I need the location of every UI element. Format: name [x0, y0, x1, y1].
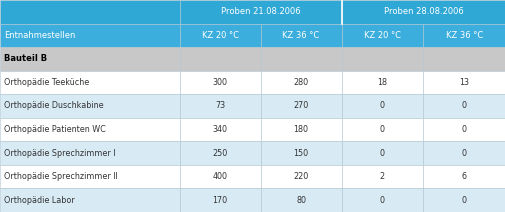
- Bar: [341, 165, 422, 188]
- Bar: [341, 188, 422, 212]
- Bar: [422, 24, 505, 47]
- Bar: [341, 71, 422, 94]
- Text: Orthopädie Patienten WC: Orthopädie Patienten WC: [4, 125, 106, 134]
- Text: Orthopädie Sprechzimmer I: Orthopädie Sprechzimmer I: [4, 149, 115, 158]
- Bar: [0, 118, 179, 141]
- Text: 0: 0: [379, 196, 384, 205]
- Bar: [260, 47, 341, 71]
- Text: 300: 300: [212, 78, 227, 87]
- Bar: [422, 188, 505, 212]
- Text: 170: 170: [212, 196, 227, 205]
- Text: Proben 28.08.2006: Proben 28.08.2006: [383, 7, 463, 16]
- Bar: [422, 118, 505, 141]
- Bar: [179, 118, 260, 141]
- Text: Entnahmestellen: Entnahmestellen: [4, 31, 75, 40]
- Bar: [422, 71, 505, 94]
- Bar: [260, 165, 341, 188]
- Bar: [341, 47, 422, 71]
- Bar: [341, 24, 422, 47]
- Bar: [179, 188, 260, 212]
- Text: 0: 0: [461, 102, 466, 110]
- Bar: [179, 71, 260, 94]
- Text: 340: 340: [212, 125, 227, 134]
- Text: 0: 0: [461, 125, 466, 134]
- Text: 80: 80: [295, 196, 306, 205]
- Bar: [0, 141, 179, 165]
- Bar: [0, 24, 179, 47]
- Text: Orthopädie Sprechzimmer II: Orthopädie Sprechzimmer II: [4, 172, 118, 181]
- Text: Bauteil B: Bauteil B: [4, 54, 47, 63]
- Bar: [179, 24, 260, 47]
- Bar: [422, 165, 505, 188]
- Text: KZ 36 °C: KZ 36 °C: [445, 31, 482, 40]
- Text: 220: 220: [293, 172, 308, 181]
- Text: 0: 0: [461, 196, 466, 205]
- Text: Orthopädie Labor: Orthopädie Labor: [4, 196, 75, 205]
- Bar: [0, 47, 179, 71]
- Bar: [260, 94, 341, 118]
- Bar: [260, 118, 341, 141]
- Bar: [0, 94, 179, 118]
- Text: Orthopädie Duschkabine: Orthopädie Duschkabine: [4, 102, 104, 110]
- Text: 0: 0: [461, 149, 466, 158]
- Bar: [0, 71, 179, 94]
- Text: 0: 0: [379, 149, 384, 158]
- Bar: [179, 94, 260, 118]
- Text: KZ 20 °C: KZ 20 °C: [201, 31, 238, 40]
- Text: 150: 150: [293, 149, 308, 158]
- Bar: [0, 188, 179, 212]
- Bar: [260, 141, 341, 165]
- Text: 250: 250: [212, 149, 227, 158]
- Text: 180: 180: [293, 125, 308, 134]
- Bar: [260, 188, 341, 212]
- Text: 400: 400: [212, 172, 227, 181]
- Bar: [341, 118, 422, 141]
- Text: Orthopädie Teeküche: Orthopädie Teeküche: [4, 78, 89, 87]
- Bar: [0, 0, 179, 24]
- Bar: [422, 94, 505, 118]
- Text: 13: 13: [459, 78, 468, 87]
- Bar: [422, 47, 505, 71]
- Text: 0: 0: [379, 125, 384, 134]
- Bar: [0, 165, 179, 188]
- Bar: [422, 141, 505, 165]
- Bar: [341, 0, 505, 24]
- Text: Proben 21.08.2006: Proben 21.08.2006: [220, 7, 300, 16]
- Text: 0: 0: [379, 102, 384, 110]
- Text: KZ 20 °C: KZ 20 °C: [363, 31, 400, 40]
- Text: 270: 270: [293, 102, 308, 110]
- Bar: [179, 165, 260, 188]
- Bar: [179, 0, 341, 24]
- Bar: [179, 141, 260, 165]
- Bar: [260, 24, 341, 47]
- Bar: [179, 47, 260, 71]
- Text: KZ 36 °C: KZ 36 °C: [282, 31, 319, 40]
- Bar: [260, 71, 341, 94]
- Text: 2: 2: [379, 172, 384, 181]
- Bar: [341, 141, 422, 165]
- Bar: [341, 94, 422, 118]
- Text: 73: 73: [215, 102, 225, 110]
- Text: 6: 6: [461, 172, 466, 181]
- Text: 18: 18: [376, 78, 386, 87]
- Text: 280: 280: [293, 78, 308, 87]
